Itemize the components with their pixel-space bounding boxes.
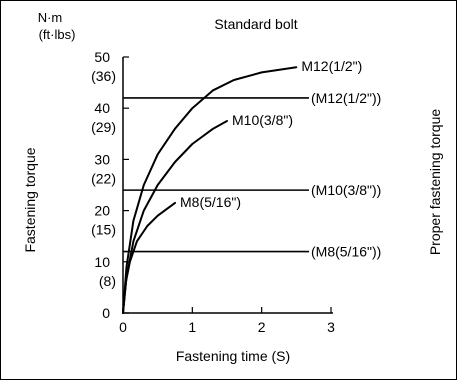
y-tick-label: 10 bbox=[94, 254, 110, 270]
y-tick-secondary-label: (8) bbox=[99, 273, 116, 289]
x-tick-label: 3 bbox=[327, 319, 335, 335]
series-lines: M12(1/2") M10(3/8") M8(5/16") bbox=[122, 58, 362, 314]
series-label: M8(5/16") bbox=[180, 194, 241, 210]
reference-line-label: (M10(3/8")) bbox=[311, 182, 381, 198]
y-unit-primary: N·m bbox=[38, 10, 63, 25]
y-axis-label: Fastening torque bbox=[22, 147, 38, 252]
series-label: M12(1/2") bbox=[301, 58, 362, 74]
x-tick-label: 1 bbox=[188, 319, 196, 335]
x-ticks: 0 1 2 3 bbox=[119, 307, 335, 335]
y-unit-secondary: (ft·lbs) bbox=[39, 27, 76, 42]
reference-line-label: (M8(5/16")) bbox=[311, 244, 381, 260]
y-tick-label: 50 bbox=[94, 49, 110, 65]
series-line-m12-1-2 bbox=[122, 66, 298, 314]
y-tick-label: 0 bbox=[102, 305, 110, 321]
series-line-m10-3-8 bbox=[122, 120, 228, 314]
y-tick-label: 20 bbox=[94, 203, 110, 219]
chart-title: Standard bolt bbox=[214, 16, 297, 32]
x-axis-label: Fastening time (S) bbox=[176, 348, 290, 364]
series-line-m8-5-16 bbox=[122, 201, 176, 314]
y-tick-secondary-label: (15) bbox=[91, 222, 116, 238]
y-tick-secondary-label: (22) bbox=[91, 170, 116, 186]
y-tick-label: 30 bbox=[94, 151, 110, 167]
series-label: M10(3/8") bbox=[232, 112, 293, 128]
y-tick-label: 40 bbox=[94, 100, 110, 116]
x-tick-label: 0 bbox=[119, 319, 127, 335]
y-axis-label-right: Proper fastening torque bbox=[427, 109, 443, 256]
y-tick-secondary-label: (36) bbox=[91, 68, 116, 84]
axes bbox=[122, 57, 333, 314]
x-tick-label: 2 bbox=[258, 319, 266, 335]
reference-line-label: (M12(1/2")) bbox=[311, 90, 381, 106]
y-tick-secondary-label: (29) bbox=[91, 119, 116, 135]
reference-lines: (M12(1/2")) (M10(3/8")) (M8(5/16")) bbox=[123, 90, 381, 260]
y-ticks: 0 10 (8) 20 (15) 30 (22) 40 (29) 50 (36) bbox=[91, 49, 129, 321]
